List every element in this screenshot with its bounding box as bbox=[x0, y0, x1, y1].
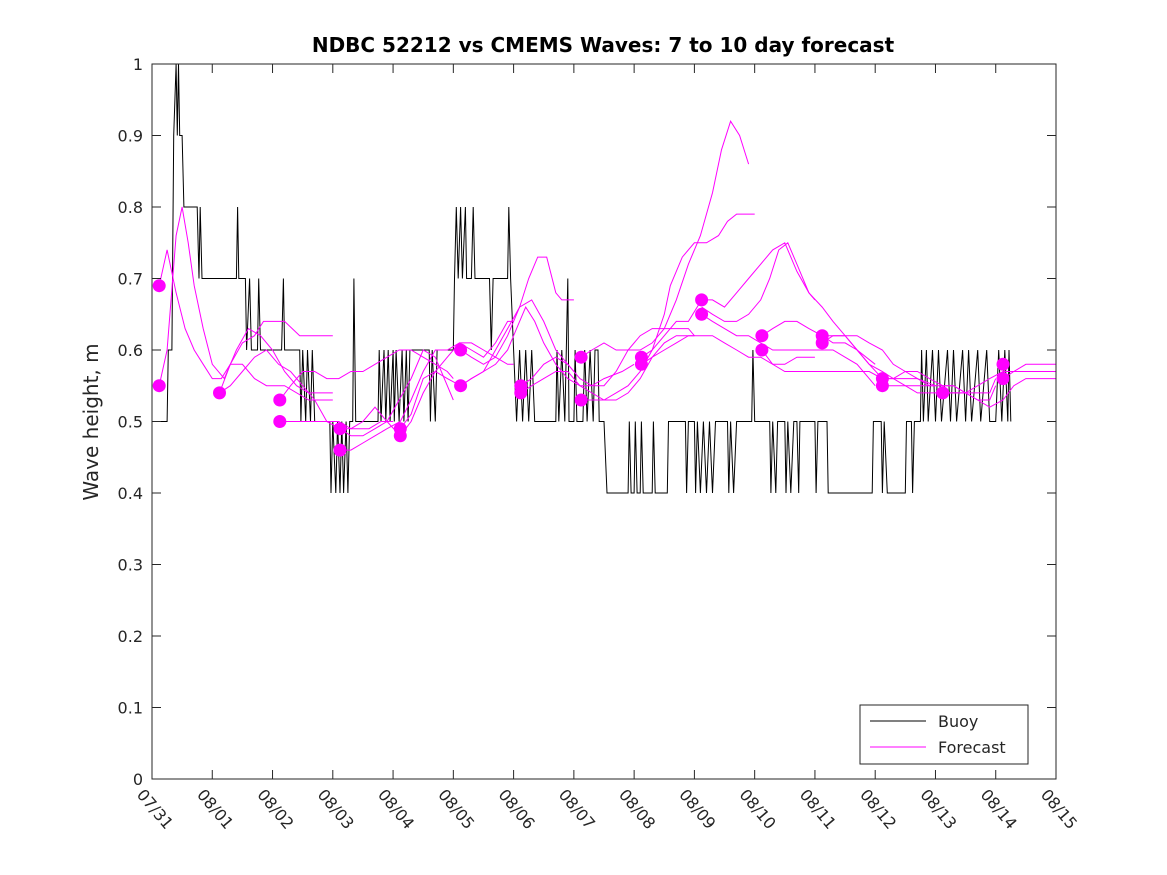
forecast-line-3 bbox=[219, 349, 394, 430]
forecast-marker bbox=[695, 293, 709, 307]
y-tick-label: 0.6 bbox=[118, 341, 143, 360]
legend-label-buoy: Buoy bbox=[938, 712, 978, 731]
y-tick-label: 0.3 bbox=[118, 556, 143, 575]
forecast-line-6 bbox=[279, 349, 454, 437]
forecast-line-20 bbox=[761, 320, 936, 387]
forecast-marker bbox=[755, 329, 769, 343]
legend: Buoy Forecast bbox=[859, 704, 1029, 765]
forecast-line-25 bbox=[942, 371, 1056, 394]
forecast-marker bbox=[273, 415, 287, 428]
forecast-marker bbox=[755, 343, 769, 357]
chart-title: NDBC 52212 vs CMEMS Waves: 7 to 10 day f… bbox=[312, 33, 895, 57]
series-group bbox=[152, 64, 1056, 494]
forecast-marker bbox=[875, 379, 889, 393]
forecast-line-16 bbox=[641, 335, 815, 365]
forecast-line-1 bbox=[158, 206, 333, 394]
y-tick-label: 0.4 bbox=[118, 484, 143, 503]
forecast-line-4 bbox=[219, 320, 333, 394]
forecast-marker bbox=[393, 429, 407, 443]
forecast-marker bbox=[936, 386, 950, 400]
y-tick-label: 0.5 bbox=[118, 413, 143, 432]
forecast-marker bbox=[454, 343, 468, 357]
forecast-marker bbox=[815, 336, 829, 350]
forecast-line-8 bbox=[340, 342, 514, 437]
forecast-marker bbox=[152, 379, 166, 393]
plot-area bbox=[152, 64, 1056, 494]
legend-box bbox=[859, 704, 1029, 765]
forecast-marker bbox=[695, 307, 709, 321]
forecast-marker bbox=[996, 372, 1010, 386]
y-tick-label: 0.7 bbox=[118, 270, 143, 289]
forecast-line-14 bbox=[581, 213, 755, 401]
y-axis-label: Wave height, m bbox=[79, 343, 103, 500]
forecast-marker bbox=[213, 386, 226, 400]
forecast-line-7 bbox=[340, 320, 514, 451]
y-tick-label: 0.1 bbox=[118, 699, 143, 718]
forecast-line-11 bbox=[460, 306, 635, 387]
y-tick-label: 0.8 bbox=[118, 198, 143, 217]
forecast-line-21 bbox=[761, 349, 936, 387]
y-tick-label: 0.9 bbox=[118, 127, 143, 146]
forecast-marker bbox=[996, 357, 1010, 371]
forecast-marker bbox=[514, 386, 528, 400]
y-tick-label: 0.2 bbox=[118, 627, 143, 646]
forecast-marker bbox=[574, 350, 588, 364]
y-tick-label: 0 bbox=[133, 770, 143, 789]
forecast-line-23 bbox=[821, 335, 997, 394]
forecast-line-12 bbox=[520, 335, 695, 401]
forecast-line-10 bbox=[460, 256, 574, 365]
forecast-line-2 bbox=[158, 249, 333, 401]
forecast-line-26 bbox=[1002, 363, 1056, 380]
forecast-line-17 bbox=[641, 242, 816, 358]
forecast-marker bbox=[333, 443, 347, 457]
forecast-marker bbox=[273, 393, 287, 407]
forecast-marker bbox=[152, 279, 166, 293]
y-tick-label: 1 bbox=[133, 55, 143, 74]
legend-label-forecast: Forecast bbox=[938, 738, 1006, 757]
buoy-line bbox=[152, 64, 1012, 494]
forecast-marker bbox=[454, 379, 468, 393]
forecast-marker bbox=[333, 422, 347, 436]
forecast-marker bbox=[634, 357, 648, 371]
forecast-marker bbox=[574, 393, 588, 407]
forecast-line-18 bbox=[701, 313, 876, 387]
forecast-line-15 bbox=[580, 120, 750, 358]
forecast-line-19 bbox=[701, 242, 876, 365]
